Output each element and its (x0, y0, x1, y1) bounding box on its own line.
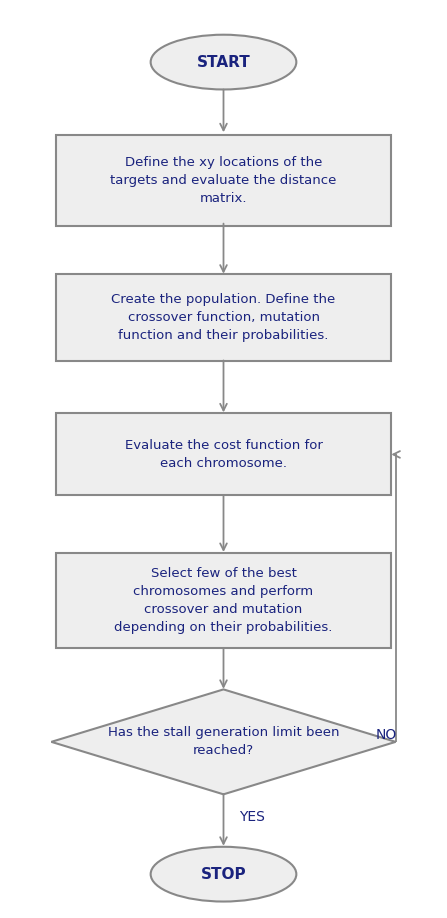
Text: START: START (197, 54, 250, 70)
FancyBboxPatch shape (56, 553, 391, 648)
Text: STOP: STOP (201, 867, 246, 881)
Text: Create the population. Define the
crossover function, mutation
function and thei: Create the population. Define the crosso… (111, 293, 336, 342)
Text: NO: NO (376, 728, 397, 742)
FancyBboxPatch shape (56, 135, 391, 227)
Ellipse shape (151, 846, 296, 901)
Text: YES: YES (239, 810, 265, 823)
Text: Has the stall generation limit been
reached?: Has the stall generation limit been reac… (108, 726, 339, 757)
Text: Define the xy locations of the
targets and evaluate the distance
matrix.: Define the xy locations of the targets a… (110, 156, 337, 206)
FancyBboxPatch shape (56, 274, 391, 361)
Polygon shape (51, 689, 396, 794)
Text: Evaluate the cost function for
each chromosome.: Evaluate the cost function for each chro… (125, 439, 322, 470)
FancyBboxPatch shape (56, 413, 391, 496)
Text: Select few of the best
chromosomes and perform
crossover and mutation
depending : Select few of the best chromosomes and p… (114, 567, 333, 634)
Ellipse shape (151, 35, 296, 89)
